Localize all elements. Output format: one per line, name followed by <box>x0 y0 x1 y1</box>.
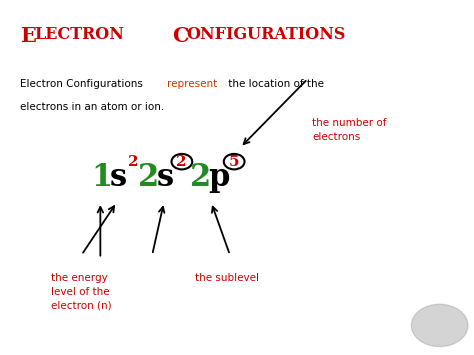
Text: s: s <box>157 162 174 193</box>
Text: the location of the: the location of the <box>225 79 324 89</box>
Circle shape <box>411 304 468 346</box>
Text: the energy
level of the
electron (n): the energy level of the electron (n) <box>51 273 111 311</box>
Text: 2: 2 <box>176 155 187 169</box>
Text: represent: represent <box>167 79 218 89</box>
Text: E: E <box>20 26 36 46</box>
Text: the number of
electrons: the number of electrons <box>312 118 387 142</box>
Text: 1: 1 <box>91 162 112 193</box>
Text: ONFIGURATIONS: ONFIGURATIONS <box>186 26 346 43</box>
Text: s: s <box>110 162 127 193</box>
Text: 2: 2 <box>128 155 138 169</box>
Text: Electron Configurations: Electron Configurations <box>20 79 146 89</box>
Text: 2: 2 <box>138 162 159 193</box>
Text: LECTRON: LECTRON <box>35 26 124 43</box>
Text: 2: 2 <box>190 162 211 193</box>
Text: the sublevel: the sublevel <box>195 273 259 283</box>
Text: C: C <box>172 26 189 46</box>
Text: p: p <box>209 162 230 193</box>
Text: electrons in an atom or ion.: electrons in an atom or ion. <box>20 102 164 112</box>
Text: 5: 5 <box>228 155 239 169</box>
